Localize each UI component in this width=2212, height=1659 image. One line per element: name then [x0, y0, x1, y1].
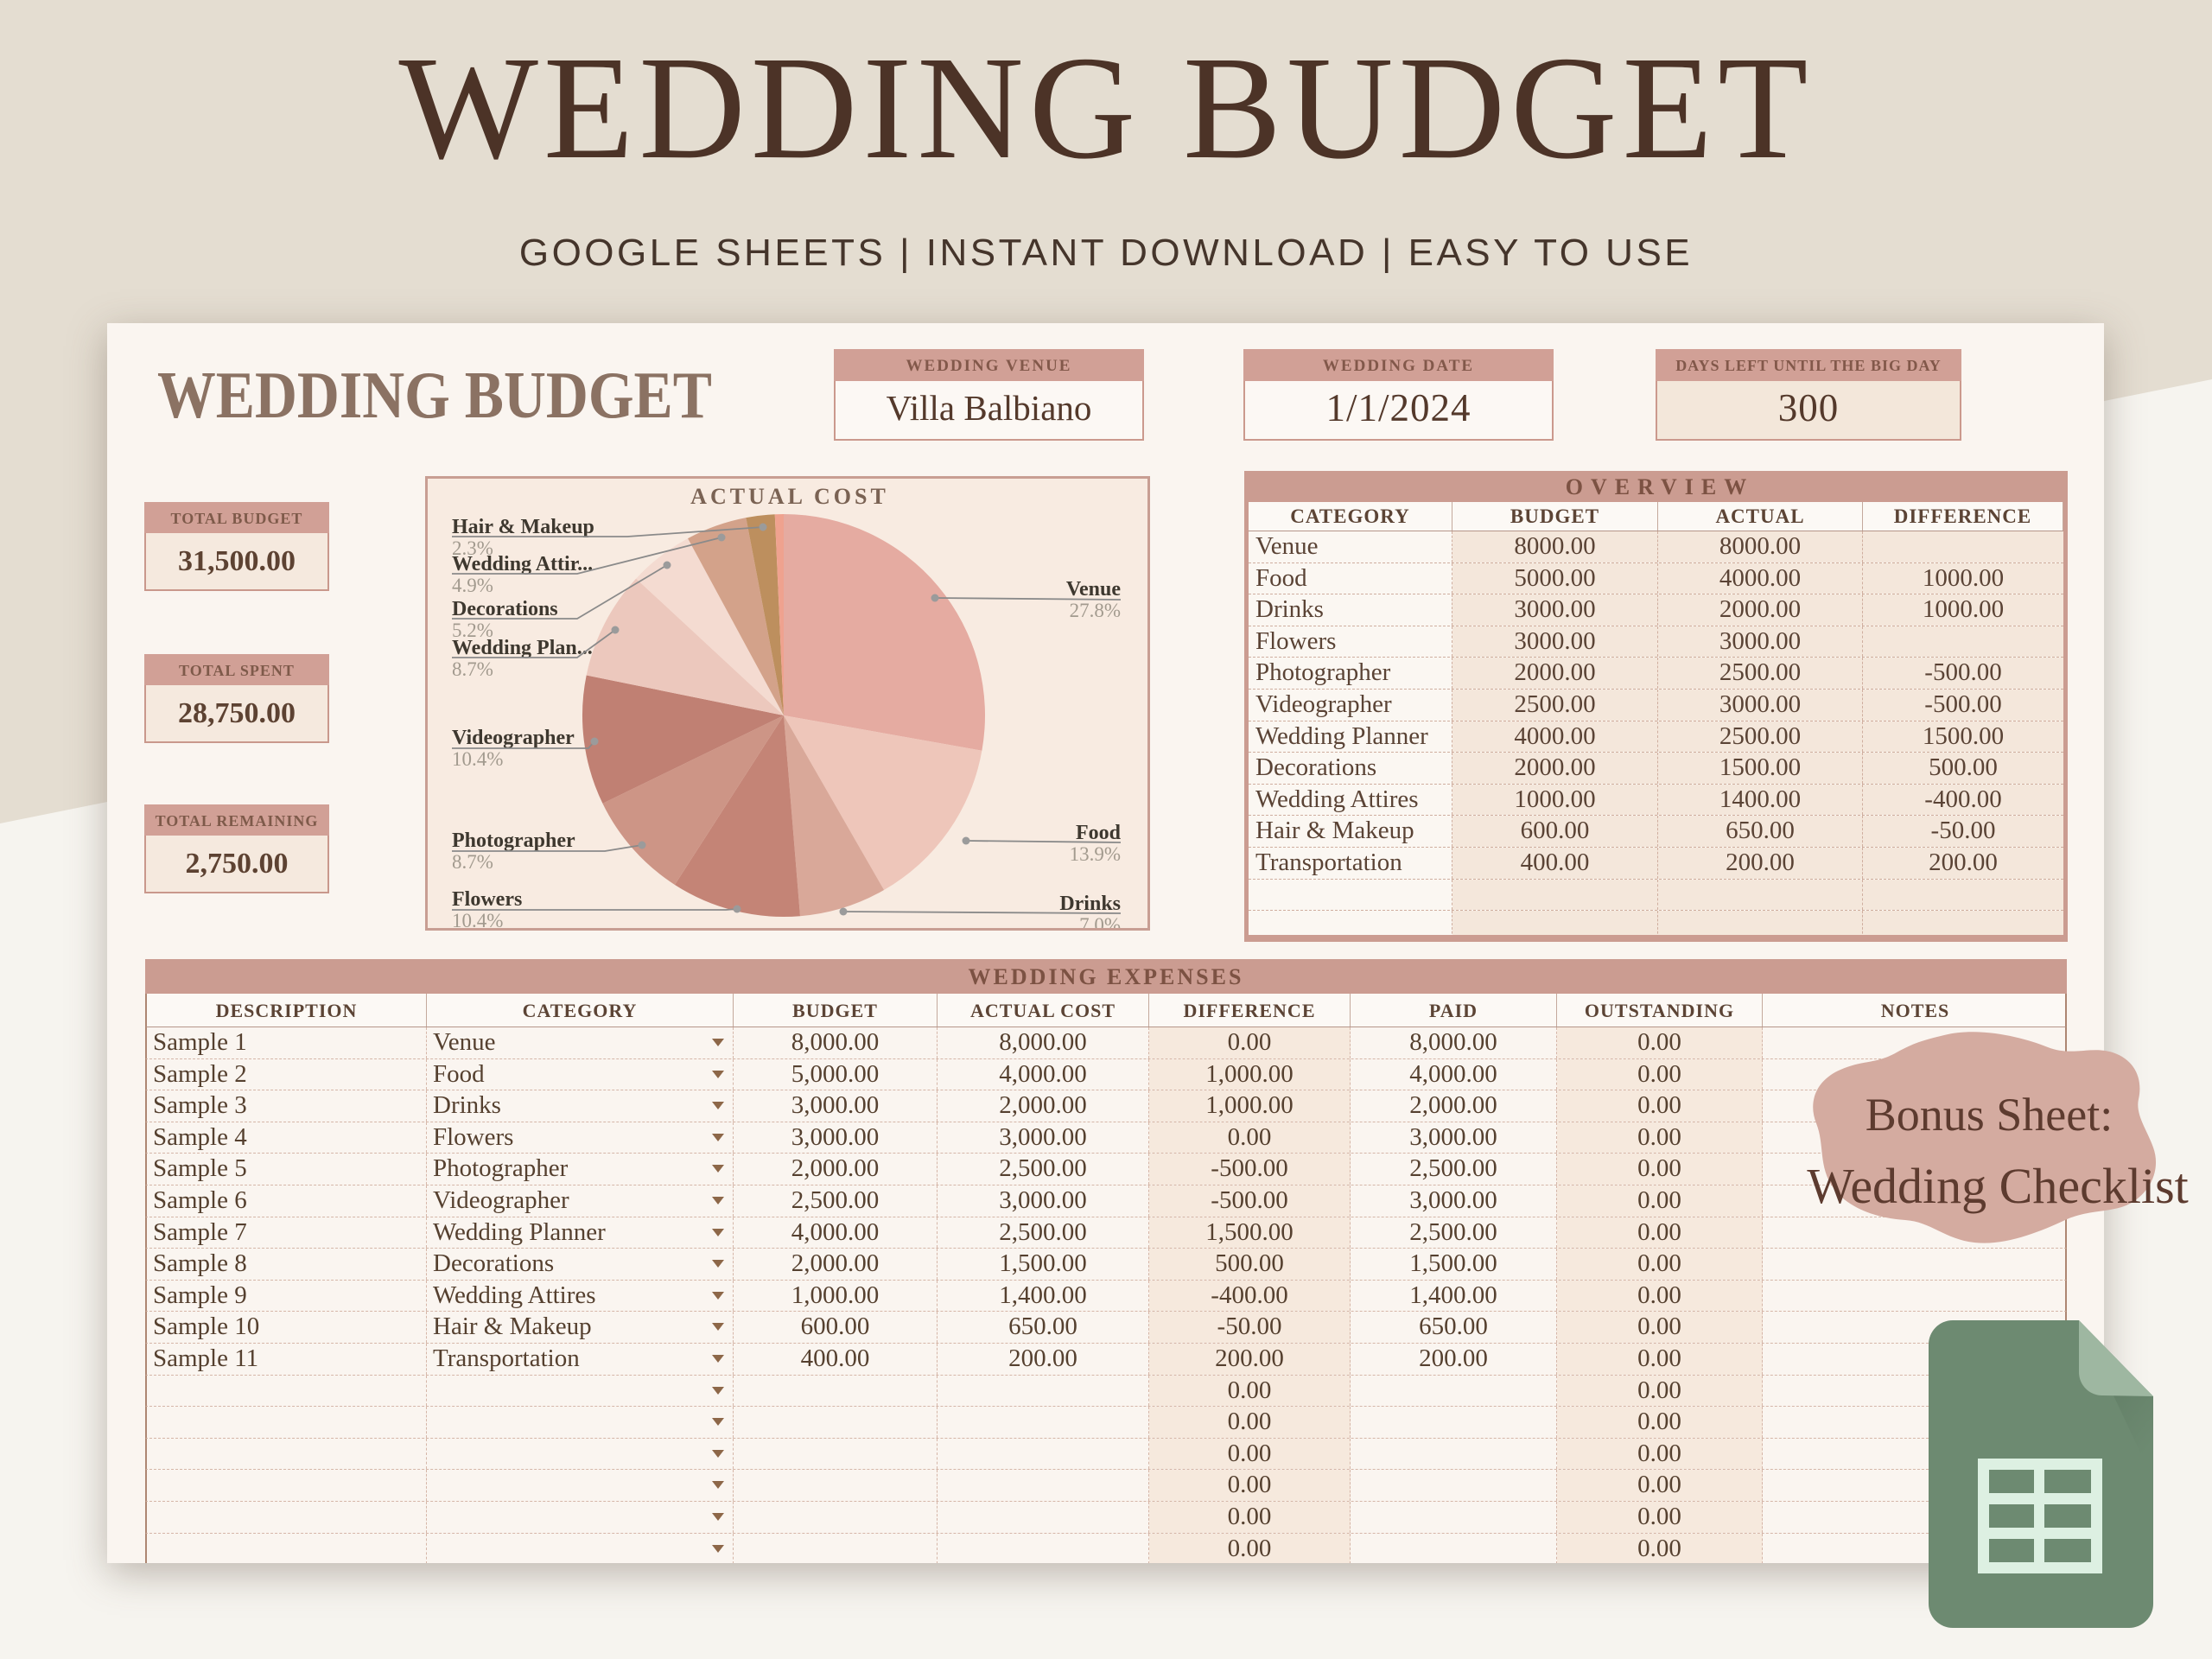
svg-text:5.2%: 5.2%: [452, 620, 493, 641]
svg-text:8.7%: 8.7%: [452, 658, 493, 680]
svg-text:Hair & Makeup: Hair & Makeup: [452, 516, 594, 538]
svg-text:10.4%: 10.4%: [452, 910, 503, 928]
svg-text:Wedding Checklist: Wedding Checklist: [1807, 1158, 2189, 1214]
svg-text:Food: Food: [1076, 822, 1122, 844]
svg-text:Decorations: Decorations: [452, 598, 558, 620]
svg-text:Videographer: Videographer: [452, 727, 575, 749]
svg-text:Venue: Venue: [1066, 578, 1121, 601]
svg-text:Wedding Attir...: Wedding Attir...: [452, 553, 593, 575]
svg-text:2.3%: 2.3%: [452, 537, 493, 559]
svg-text:4.9%: 4.9%: [452, 575, 493, 596]
svg-text:27.8%: 27.8%: [1070, 600, 1121, 621]
svg-text:Wedding Plan...: Wedding Plan...: [452, 637, 593, 659]
svg-text:Photographer: Photographer: [452, 830, 575, 852]
svg-text:Drinks: Drinks: [1059, 893, 1121, 915]
svg-text:7.0%: 7.0%: [1079, 914, 1121, 928]
svg-text:13.9%: 13.9%: [1070, 843, 1121, 865]
svg-text:8.7%: 8.7%: [452, 851, 493, 873]
svg-text:Flowers: Flowers: [452, 888, 522, 911]
svg-text:Bonus Sheet:: Bonus Sheet:: [1866, 1089, 2113, 1141]
svg-text:10.4%: 10.4%: [452, 748, 503, 770]
svg-text:ACTUAL COST: ACTUAL COST: [690, 484, 889, 509]
